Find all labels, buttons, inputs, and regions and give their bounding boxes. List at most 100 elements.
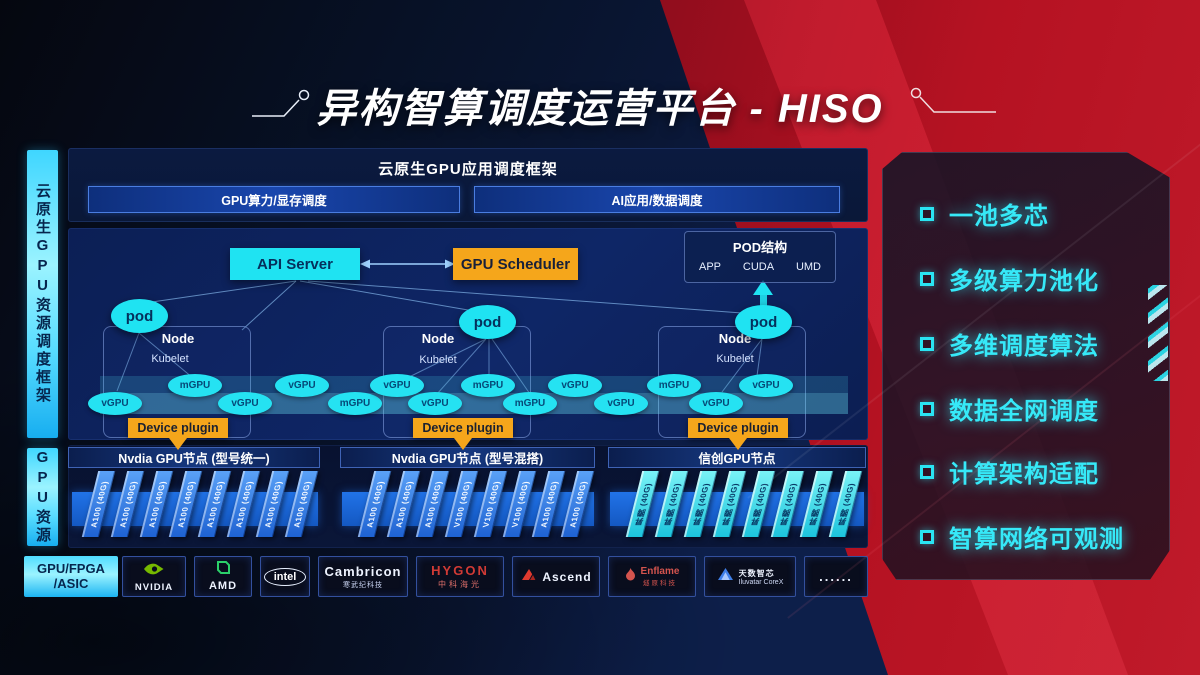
gpu-card: V100 (40G): [502, 471, 537, 537]
vendor-logo-row: NVIDIA AMD intel Cambricon 寒武纪科技 HYGON 中…: [122, 556, 868, 597]
gpu-card: A100 (40G): [168, 471, 203, 537]
feature-panel: 一池多芯 多级算力池化 多维调度算法 数据全网调度 计算架构适配 智算网络可观测: [882, 152, 1170, 580]
gpu-card: A100 (40G): [531, 471, 566, 537]
enflame-flame-icon: [625, 567, 636, 586]
vendor-nvidia: NVIDIA: [122, 556, 186, 597]
gpu-card: A100 (40G): [255, 471, 290, 537]
vendor-name: NVIDIA: [134, 581, 174, 593]
pod-structure-title: POD结构: [732, 240, 788, 255]
intel-oval-icon: intel: [263, 567, 307, 586]
feature-item: 多维调度算法: [920, 326, 1099, 361]
gpu-ellipse: mGPU: [461, 374, 515, 397]
sidebar-bar-framework: 云原生GPU资源调度框架: [27, 150, 58, 438]
feature-label: 一池多芯: [949, 203, 1049, 230]
gpu-card: A100 (40G): [386, 471, 421, 537]
feature-item: 计算架构适配: [920, 454, 1099, 489]
amd-square-icon: [216, 561, 230, 579]
vendor-name: Enflame: [640, 566, 680, 577]
gpu-card: 昇腾 (40G): [654, 471, 689, 537]
feature-item: 智算网络可观测: [920, 519, 1124, 554]
down-arrow-icon: [454, 438, 472, 450]
vendor-subtitle: 中科海光: [438, 580, 482, 589]
feature-label: 多级算力池化: [949, 268, 1099, 295]
gpu-group-header-mixed: Nvdia GPU节点 (型号混搭): [340, 447, 595, 468]
node-1-kubelet-label: Kubelet: [151, 353, 189, 365]
framework-bar-ai-scheduling-label: AI应用/数据调度: [611, 194, 703, 208]
gpu-card: A100 (40G): [110, 471, 145, 537]
hardware-label-line1: GPU/FPGA: [37, 560, 105, 576]
gpu-ellipse: vGPU: [594, 392, 648, 415]
feature-label: 数据全网调度: [949, 398, 1099, 425]
gpu-ellipse: vGPU: [370, 374, 424, 397]
gpu-card: A100 (40G): [415, 471, 450, 537]
node-3-kubelet-label: Kubelet: [716, 353, 754, 365]
vendor-name: ......: [819, 569, 853, 584]
vendor-amd: AMD: [194, 556, 252, 597]
gpu-card: V100 (40G): [444, 471, 479, 537]
sidebar-hardware-box: GPU/FPGA /ASIC: [24, 556, 118, 597]
framework-header-panel: 云原生GPU应用调度框架 GPU算力/显存调度 AI应用/数据调度: [68, 148, 868, 222]
framework-bar-ai-scheduling: AI应用/数据调度: [474, 186, 840, 213]
vendor-enflame: Enflame 燧原科技: [608, 556, 696, 597]
gpu-cards-mixed: A100 (40G) A100 (40G) A100 (40G) V100 (4…: [357, 471, 595, 537]
pod-2-label: pod: [473, 313, 502, 331]
pod-structure-item-cuda: CUDA: [742, 261, 775, 273]
gpu-ellipse: vGPU: [739, 374, 793, 397]
pod-ellipse-2: pod: [459, 305, 516, 339]
gpu-group-title: Nvdia GPU节点 (型号统一): [118, 452, 270, 466]
node-2-kubelet-label: Kubelet: [419, 354, 457, 366]
feature-label: 计算架构适配: [949, 461, 1099, 488]
gpu-card: 昇腾 (40G): [712, 471, 747, 537]
gpu-cards-uniform: A100 (40G) A100 (40G) A100 (40G) A100 (4…: [81, 471, 319, 537]
vendor-cambricon: Cambricon 寒武纪科技: [318, 556, 408, 597]
pod-ellipse-1: pod: [111, 299, 168, 333]
framework-bar-gpu-scheduling: GPU算力/显存调度: [88, 186, 460, 213]
vendor-name: AMD: [208, 580, 238, 592]
gpu-scheduler-box: GPU Scheduler: [453, 248, 578, 280]
gpu-card: 昇腾 (40G): [770, 471, 805, 537]
pod-structure-item-app: APP: [699, 261, 722, 273]
sidebar-bar-gpu-resource-label: GPU资源: [34, 449, 51, 545]
device-plugin-1: Device plugin: [128, 418, 228, 438]
pod-3-label: pod: [749, 313, 778, 331]
pod-structure-box: POD结构 APP CUDA UMD: [684, 231, 836, 283]
vendor-name: Ascend: [542, 569, 592, 584]
gpu-card: V100 (40G): [473, 471, 508, 537]
hardware-label-line2: /ASIC: [53, 575, 89, 591]
gpu-group-title: 信创GPU节点: [698, 452, 776, 466]
square-outline-bullet-icon: [920, 271, 934, 286]
vendor-iluvatar: 天数智芯 Iluvatar CoreX: [704, 556, 796, 597]
gpu-scheduler-label: GPU Scheduler: [460, 255, 571, 273]
gpu-ellipse: mGPU: [647, 374, 701, 397]
iluvatar-triangle-icon: [717, 567, 734, 586]
sidebar-bar-gpu-resource: GPU资源: [27, 448, 58, 546]
page-title: 异构智算调度运营平台 - HISO: [316, 87, 884, 131]
gpu-group-header-uniform: Nvdia GPU节点 (型号统一): [68, 447, 320, 468]
ascend-mark-icon: [520, 567, 537, 587]
gpu-cards-xinchuang: 昇腾 (40G) 昇腾 (40G) 昇腾 (40G) 昇腾 (40G) 昇腾 (…: [625, 471, 863, 537]
vendor-subtitle: 燧原科技: [643, 580, 677, 587]
gpu-ellipse: vGPU: [275, 374, 329, 397]
gpu-ellipse: mGPU: [328, 392, 382, 415]
api-server-box: API Server: [230, 248, 360, 280]
gpu-ellipse: vGPU: [408, 392, 462, 415]
square-outline-bullet-icon: [920, 336, 934, 351]
square-outline-bullet-icon: [920, 401, 934, 416]
gpu-card: A100 (40G): [139, 471, 174, 537]
feature-label: 智算网络可观测: [949, 526, 1124, 553]
gpu-ellipse: mGPU: [503, 392, 557, 415]
feature-item: 一池多芯: [920, 196, 1049, 231]
vendor-name: Cambricon: [324, 563, 402, 579]
vendor-hygon: HYGON 中科海光: [416, 556, 504, 597]
pod-ellipse-3: pod: [735, 305, 792, 339]
gpu-ellipse: vGPU: [689, 392, 743, 415]
gpu-card: 昇腾 (40G): [683, 471, 718, 537]
vendor-more: ......: [804, 556, 868, 597]
gpu-ellipse: vGPU: [548, 374, 602, 397]
gpu-card: 昇腾 (40G): [741, 471, 776, 537]
gpu-pool-band-inner: [100, 393, 848, 414]
feature-label: 多维调度算法: [949, 333, 1099, 360]
vendor-name: 天数智芯: [738, 568, 775, 578]
api-server-label: API Server: [257, 255, 333, 273]
